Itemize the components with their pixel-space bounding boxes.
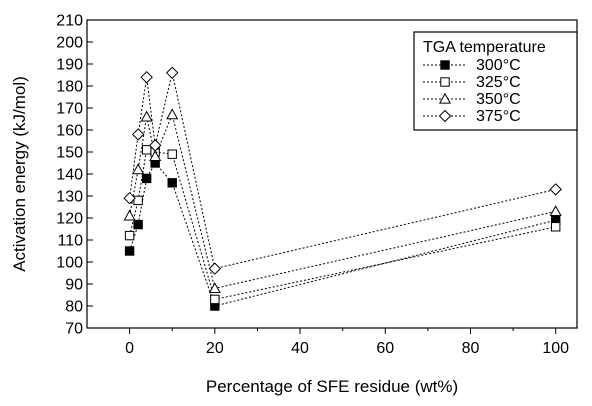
series-0 (124, 158, 561, 311)
series-line (129, 112, 556, 289)
y-tick-label: 100 (56, 255, 83, 272)
legend-marker (440, 60, 450, 70)
y-axis-title: Activation energy (kJ/mol) (10, 76, 29, 272)
data-point (549, 183, 562, 196)
series-line (129, 162, 556, 307)
x-tick-label: 20 (206, 340, 224, 357)
series-line (129, 149, 556, 300)
legend-label: 325°C (476, 74, 521, 91)
series-3 (123, 66, 562, 275)
data-point (133, 219, 143, 230)
x-axis-title: Percentage of SFE residue (wt%) (206, 377, 458, 396)
legend-item: 300°C (423, 57, 521, 74)
x-axis: 0 20 40 60 80 100 (125, 328, 569, 357)
data-point (167, 178, 177, 188)
data-point (140, 110, 153, 122)
legend-marker (438, 109, 452, 123)
legend-label: 300°C (476, 57, 521, 74)
data-point (549, 205, 562, 217)
y-tick-label: 70 (65, 321, 83, 338)
legend-item: 375°C (423, 108, 521, 125)
data-point (123, 191, 136, 205)
y-tick-label: 90 (65, 277, 83, 294)
series-1 (124, 145, 561, 305)
data-point (140, 70, 153, 84)
y-axis: 70 80 90 100 110 120 130 140 150 160 170 180 190 200 2… (56, 13, 93, 338)
x-tick-label: 60 (376, 340, 394, 357)
data-point (208, 282, 221, 294)
y-tick-label: 190 (56, 57, 83, 74)
data-point (123, 209, 136, 221)
x-tick-label: 0 (125, 340, 134, 357)
data-point (132, 163, 145, 175)
data-point (124, 230, 135, 241)
y-tick-label: 80 (65, 299, 83, 316)
y-tick-label: 130 (56, 189, 83, 206)
y-tick-label: 180 (56, 79, 83, 96)
data-point (133, 195, 143, 206)
series-2 (123, 108, 562, 294)
plot-area: 7080901001101201301401501601701801902002… (56, 13, 578, 357)
legend-label: 350°C (476, 91, 521, 108)
data-point (550, 222, 561, 232)
y-tick-label: 210 (56, 13, 83, 30)
y-tick-label: 120 (56, 211, 83, 228)
data-point (166, 66, 179, 80)
x-tick-label: 40 (291, 340, 309, 357)
data-point (149, 150, 162, 162)
data-point (208, 262, 222, 275)
data-point (210, 294, 220, 305)
y-tick-label: 200 (56, 35, 83, 52)
series-layer (123, 66, 562, 311)
data-point (131, 128, 145, 141)
legend-title: TGA temperature (423, 39, 546, 56)
y-tick-label: 170 (56, 101, 83, 118)
x-tick-label: 80 (462, 340, 480, 357)
legend-marker (440, 77, 450, 87)
data-point (124, 246, 135, 256)
data-point (141, 173, 152, 184)
legend-item: 325°C (423, 74, 521, 91)
legend-marker (438, 92, 452, 104)
y-tick-label: 140 (56, 167, 83, 184)
y-tick-label: 150 (56, 145, 83, 162)
data-point (141, 145, 152, 155)
data-point (166, 108, 179, 120)
y-tick-label: 160 (56, 123, 83, 140)
legend-item: 350°C (423, 91, 521, 108)
y-tick-label: 110 (57, 233, 83, 250)
data-point (148, 139, 162, 152)
x-tick-label: 100 (542, 340, 569, 357)
data-point (167, 149, 177, 159)
legend-label: 375°C (476, 108, 521, 125)
